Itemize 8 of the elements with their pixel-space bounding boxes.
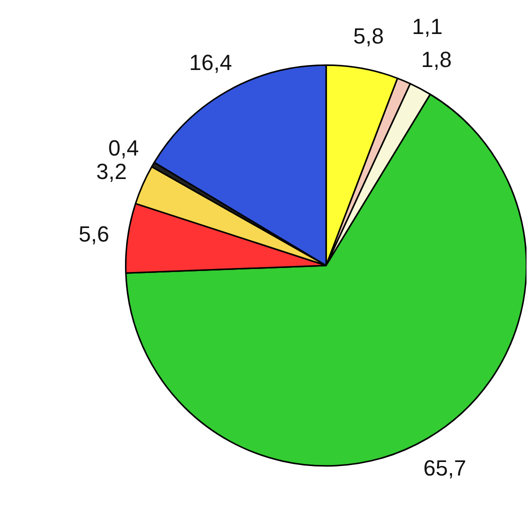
data-label: 16,4: [189, 50, 232, 75]
data-label: 5,6: [78, 221, 110, 246]
data-label: 0,4: [108, 136, 139, 161]
data-label: 65,7: [423, 455, 466, 480]
data-label: 1,8: [421, 47, 452, 72]
data-label: 3,2: [96, 159, 127, 184]
data-label: 5,8: [353, 23, 384, 48]
data-label: 1,1: [412, 14, 443, 39]
